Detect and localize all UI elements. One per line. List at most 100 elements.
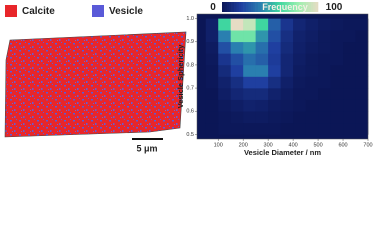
x-tick-label: 600 <box>338 142 347 148</box>
heatmap-cell <box>243 30 256 43</box>
heatmap-cell <box>305 64 319 77</box>
heatmap-cell <box>255 53 269 66</box>
colorbar-min-label: 0 <box>210 2 216 13</box>
heatmap-cell <box>230 64 244 77</box>
colorbar-segment <box>294 2 297 12</box>
heatmap-cell <box>293 99 306 112</box>
colorbar-segment <box>286 2 290 12</box>
y-tick-label: 0.5 <box>186 132 194 138</box>
heatmap-cell <box>268 41 281 54</box>
heatmap-cell <box>330 111 344 124</box>
heatmap-cell <box>305 88 319 100</box>
heatmap-cell <box>305 76 319 89</box>
heatmap-cell <box>230 30 244 43</box>
heatmap-cell <box>318 53 331 66</box>
heatmap-cell <box>305 53 319 66</box>
sample-render <box>4 31 187 138</box>
colorbar-segment <box>250 2 254 12</box>
heatmap-cell <box>318 64 331 77</box>
heatmap-cell <box>330 99 344 112</box>
heatmap-cell <box>205 53 219 66</box>
x-tick-label: 500 <box>313 142 322 148</box>
y-tick-label: 0.9 <box>186 39 194 45</box>
heatmap-cell <box>318 41 331 54</box>
heatmap-cell <box>280 30 294 43</box>
heatmap-cell <box>343 88 356 100</box>
colorbar-segment <box>289 2 292 12</box>
heatmap-cell <box>255 64 269 77</box>
heatmap-cell <box>355 64 369 77</box>
heatmap-cell <box>305 111 319 124</box>
colorbar-segment <box>267 2 271 12</box>
y-axis-label: Vesicle Sphericity <box>176 44 185 109</box>
heatmap-cell <box>318 76 331 89</box>
colorbar-segment <box>224 2 228 12</box>
colorbar-segment <box>236 2 240 12</box>
heatmap-cell <box>280 88 294 100</box>
heatmap-cell <box>330 53 344 66</box>
heatmap-cell <box>318 88 331 100</box>
heatmap-cell <box>280 41 294 54</box>
heatmap-cell <box>255 111 269 124</box>
colorbar-segment <box>291 2 295 12</box>
legend-label: Vesicle <box>109 6 143 17</box>
colorbar-segment <box>234 2 237 12</box>
x-tick-label: 700 <box>363 142 372 148</box>
heatmap-cell <box>255 30 269 43</box>
heatmap-cell <box>293 64 306 77</box>
heatmap-cell <box>318 99 331 112</box>
heatmap-cell <box>318 30 331 43</box>
heatmap-cell <box>230 111 244 124</box>
heatmap-cell <box>355 99 369 112</box>
heatmap-cell <box>230 41 244 54</box>
heatmap-cell <box>218 111 232 124</box>
heatmap-cell <box>305 122 319 135</box>
heatmap-cell <box>268 99 281 112</box>
colorbar-segment <box>298 2 302 12</box>
heatmap-cell <box>243 99 256 112</box>
heatmap-cell <box>305 18 319 31</box>
heatmap-cell <box>293 41 306 54</box>
colorbar-segment <box>284 2 288 12</box>
heatmap-cell <box>230 76 244 89</box>
heatmap-cell <box>343 30 356 43</box>
heatmap-cell <box>280 122 294 135</box>
colorbar-segment <box>241 2 244 12</box>
legend-swatch <box>92 5 104 17</box>
heatmap-cell <box>218 53 232 66</box>
heatmap-cell <box>230 122 244 135</box>
colorbar-segment <box>243 2 247 12</box>
heatmap-cell <box>280 53 294 66</box>
heatmap-cell <box>280 99 294 112</box>
colorbar-segment <box>270 2 273 12</box>
heatmap-cell <box>243 53 256 66</box>
heatmap-cell <box>293 88 306 100</box>
colorbar-title: Frequency <box>262 2 308 12</box>
colorbar-segment <box>272 2 276 12</box>
colorbar-segment <box>262 2 266 12</box>
heatmap-cell <box>280 111 294 124</box>
heatmap-cell <box>343 53 356 66</box>
heatmap-cell <box>355 18 369 31</box>
colorbar-segment <box>226 2 230 12</box>
colorbar-segment <box>253 2 256 12</box>
heatmap-cell <box>243 88 256 100</box>
heatmap-cell <box>343 99 356 112</box>
heatmap-cell <box>268 30 281 43</box>
heatmap-cell <box>218 18 232 31</box>
colorbar-segment <box>308 2 312 12</box>
colorbar-segment <box>301 2 304 12</box>
scale-bar-label: 5 μm <box>136 143 157 153</box>
y-tick-label: 0.8 <box>186 62 194 68</box>
colorbar-segment <box>260 2 264 12</box>
heatmap-cell <box>205 18 219 31</box>
heatmap-cell <box>268 53 281 66</box>
heatmap-cell <box>230 18 244 31</box>
heatmap-cell <box>243 76 256 89</box>
heatmap-cell <box>205 30 219 43</box>
plot-frame <box>196 13 369 140</box>
heatmap-cell <box>330 122 344 135</box>
y-tick-label: 0.7 <box>186 86 194 92</box>
heatmap-cell <box>243 64 256 77</box>
heatmap-cell <box>293 30 306 43</box>
